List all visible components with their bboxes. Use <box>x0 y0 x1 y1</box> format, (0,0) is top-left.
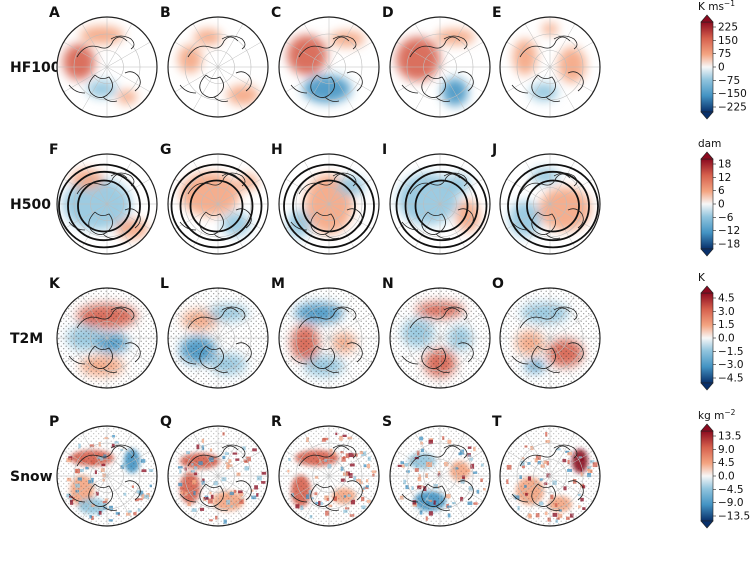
map-panel-l: L <box>160 276 269 389</box>
map-panel-c: C <box>271 5 380 118</box>
map-panel-o: O <box>492 276 601 389</box>
colorbar-tick-label: 6 <box>718 185 725 197</box>
panel-letter: Q <box>160 414 172 430</box>
row-label: Snow <box>10 469 53 485</box>
colorbar-unit: kg m−2 <box>698 408 736 422</box>
colorbar-unit: dam <box>698 138 721 150</box>
colorbar-tick-label: 0.0 <box>718 333 735 345</box>
colorbar-tick-label: −6 <box>718 212 734 224</box>
colorbar-tick-label: 3.0 <box>718 306 735 318</box>
panel-letter: S <box>382 414 392 430</box>
map-panel-h: H <box>271 142 380 255</box>
colorbar-tick-label: 150 <box>718 35 738 47</box>
map-panel-i: I <box>382 142 491 255</box>
colorbar-tick-label: 0 <box>718 62 725 74</box>
colorbar-unit: K ms−1 <box>698 0 735 13</box>
panel-letter: K <box>49 276 61 292</box>
colorbar: kg m−2 13.59.04.5 0.0−4.5−9.0 −13.5 <box>698 408 750 529</box>
colorbar-tick-label: 12 <box>718 172 731 184</box>
colorbar-tick-label: 18 <box>718 159 731 171</box>
panel-letter: A <box>49 5 60 21</box>
row-label: T2M <box>10 331 43 347</box>
colorbar-tick-label: −4.5 <box>718 484 744 496</box>
colorbar-tick-label: −13.5 <box>718 511 750 523</box>
row-label: H500 <box>10 197 51 213</box>
panel-letter: G <box>160 142 172 158</box>
panel-letter: P <box>49 414 59 430</box>
map-panel-p: P <box>49 414 158 527</box>
map-panel-q: Q <box>160 414 269 527</box>
colorbar-tick-label: 0.0 <box>718 471 735 483</box>
panel-letter: N <box>382 276 394 292</box>
map-panel-j: J <box>491 142 601 255</box>
map-panel-a: A <box>49 5 158 118</box>
panel-letter: C <box>271 5 281 21</box>
colorbar-tick-label: 13.5 <box>718 431 741 443</box>
colorbar-tick-label: −225 <box>718 102 747 114</box>
colorbar-tick-label: −4.5 <box>718 373 744 385</box>
panel-letter: I <box>382 142 387 158</box>
colorbar: K 4.53.01.5 0.0−1.5−3.0 −4.5 <box>698 272 744 391</box>
colorbar-tick-label: −75 <box>718 75 740 87</box>
colorbar-tick-label: 4.5 <box>718 457 735 469</box>
map-panel-g: G <box>160 142 269 255</box>
map-panel-e: E <box>492 5 601 118</box>
map-panel-t: T <box>492 414 601 527</box>
colorbar-tick-label: 0 <box>718 199 725 211</box>
map-panel-k: K <box>49 276 158 389</box>
colorbar-tick-label: 9.0 <box>718 444 735 456</box>
map-panel-s: S <box>382 414 491 527</box>
row-label: HF100 <box>10 60 61 76</box>
panel-letter: B <box>160 5 171 21</box>
colorbar-tick-label: 225 <box>718 22 738 34</box>
panel-letter: T <box>492 414 502 430</box>
map-panel-d: D <box>382 5 491 118</box>
panel-letter: R <box>271 414 282 430</box>
colorbar-tick-label: −3.0 <box>718 359 744 371</box>
panel-letter: D <box>382 5 394 21</box>
map-panel-f: F <box>49 142 158 255</box>
colorbar-tick-label: −12 <box>718 225 740 237</box>
colorbar-tick-label: −18 <box>718 239 740 251</box>
colorbar-unit: K <box>698 272 706 284</box>
map-panel-r: R <box>271 414 380 527</box>
colorbar-tick-label: 75 <box>718 48 731 60</box>
panel-letter: F <box>49 142 59 158</box>
map-panel-n: N <box>382 276 491 389</box>
colorbar-tick-label: −9.0 <box>718 497 744 509</box>
panel-letter: L <box>160 276 169 292</box>
map-panel-b: B <box>160 5 269 118</box>
panel-letter: O <box>492 276 504 292</box>
panel-letter: J <box>491 142 497 158</box>
colorbar-tick-label: 1.5 <box>718 319 735 331</box>
colorbar-tick-label: −1.5 <box>718 346 744 358</box>
panel-letter: M <box>271 276 285 292</box>
colorbar-tick-label: 4.5 <box>718 293 735 305</box>
panel-letter: H <box>271 142 283 158</box>
colorbar-tick-label: −150 <box>718 88 747 100</box>
map-panel-m: M <box>271 276 380 389</box>
figure-row-t2m: T2M K L M N O K 4.53.01.5 0.0−1.5−3.0 −4.5 <box>10 272 744 391</box>
panel-letter: E <box>492 5 502 21</box>
